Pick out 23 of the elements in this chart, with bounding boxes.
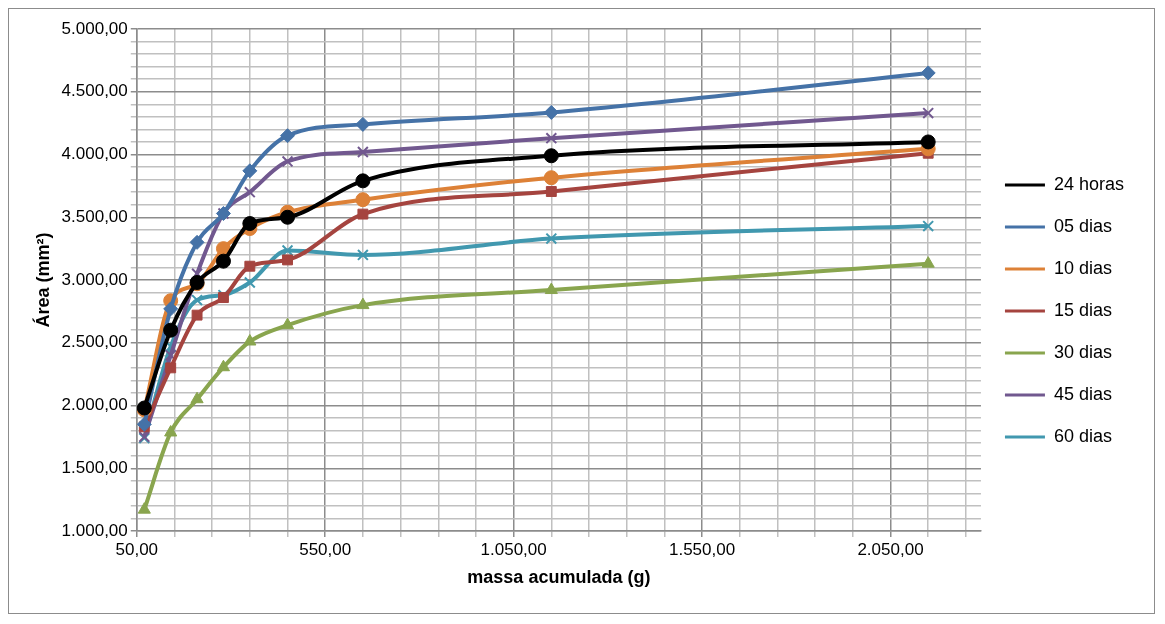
y-tick-label: 4.000,00	[61, 144, 128, 164]
legend-label: 60 dias	[1053, 425, 1112, 446]
legend-label: 24 horas	[1053, 173, 1125, 194]
legend-label: 05 dias	[1053, 215, 1112, 236]
y-tick-label: 2.500,00	[61, 332, 128, 352]
x-tick-label: 1.050,00	[480, 539, 547, 559]
legend-label: 45 dias	[1053, 383, 1112, 404]
y-tick-label: 1.500,00	[61, 457, 128, 477]
x-tick-label: 2.050,00	[857, 539, 924, 559]
x-tick-label: 50,00	[115, 539, 159, 559]
x-axis-title: massa acumulada (g)	[467, 567, 651, 588]
x-tick-label: 1.550,00	[668, 539, 736, 559]
x-tick-label: 550,00	[299, 539, 352, 559]
legend-label: 30 dias	[1053, 341, 1112, 362]
legend-label: 15 dias	[1053, 299, 1112, 320]
y-tick-label: 3.500,00	[61, 206, 128, 226]
y-tick-label: 5.000,00	[61, 18, 128, 38]
legend-label: 10 dias	[1053, 257, 1112, 278]
y-tick-label: 3.000,00	[61, 269, 128, 289]
y-tick-label: 1.000,00	[61, 520, 128, 540]
y-tick-label: 2.000,00	[61, 395, 128, 415]
y-axis-title: Área (mm²)	[31, 232, 53, 328]
y-tick-label: 4.500,00	[61, 81, 128, 101]
